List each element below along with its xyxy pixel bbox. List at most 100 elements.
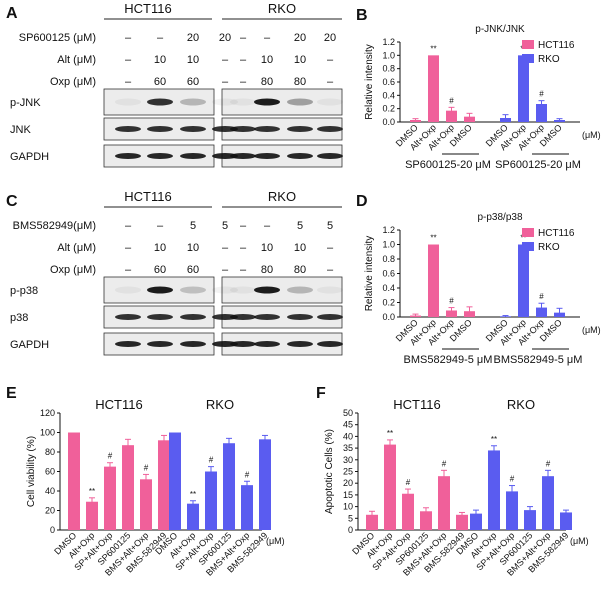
- chart-title: p-JNK/JNK: [475, 24, 525, 35]
- panel-letter-C: C: [6, 193, 18, 210]
- lane-value: 20: [324, 32, 336, 44]
- lane-value: 10: [154, 242, 166, 254]
- blot-band: [287, 126, 313, 132]
- unit-label: (μM): [582, 130, 601, 140]
- blot-band: [147, 153, 173, 159]
- y-tick-label: 15: [343, 490, 353, 500]
- panel-letter-F: F: [316, 385, 326, 402]
- y-tick-label: 1.0: [382, 240, 395, 250]
- blot-band: [147, 286, 173, 294]
- blot-band: [212, 341, 238, 347]
- blot-band: [230, 126, 256, 132]
- condition-label: Oxp (μM): [50, 76, 96, 88]
- lane-value: –: [222, 76, 229, 88]
- bar: [402, 493, 414, 530]
- legend-label: HCT116: [538, 228, 575, 239]
- bar: [428, 55, 439, 123]
- blot-band: [180, 126, 206, 132]
- cell-line-title: RKO: [268, 1, 296, 16]
- lane-value: –: [125, 264, 132, 276]
- bar: [187, 503, 199, 530]
- significance-mark: #: [209, 456, 214, 465]
- blot-band: [230, 286, 256, 294]
- lane-value: –: [240, 242, 247, 254]
- legend-swatch: [522, 40, 534, 49]
- significance-mark: #: [510, 475, 515, 484]
- legend-swatch: [522, 54, 534, 63]
- blot-label: p-p38: [10, 285, 38, 297]
- blot-band: [230, 98, 256, 106]
- unit-label: (μM): [266, 536, 285, 546]
- blot-band: [287, 153, 313, 159]
- lane-value: 10: [154, 54, 166, 66]
- panel-letter-D: D: [356, 193, 368, 210]
- lane-value: 10: [187, 242, 199, 254]
- lane-value: –: [327, 242, 334, 254]
- bar: [446, 110, 457, 122]
- y-axis-title: Cell viability (%): [26, 436, 37, 507]
- y-tick-label: 0.4: [382, 283, 395, 293]
- condition-label: SP600125 (μM): [19, 32, 96, 44]
- significance-mark: **: [430, 234, 436, 243]
- group-title: HCT116: [393, 397, 440, 412]
- y-tick-label: 0.8: [382, 64, 395, 74]
- cell-line-title: HCT116: [124, 1, 171, 16]
- lane-value: –: [327, 264, 334, 276]
- blot-band: [115, 286, 141, 294]
- y-tick-label: 45: [343, 420, 353, 430]
- lane-value: –: [264, 220, 271, 232]
- legend-label: HCT116: [538, 40, 575, 51]
- bar: [259, 439, 271, 530]
- cell-line-title: RKO: [268, 189, 296, 204]
- blot-band: [254, 286, 280, 294]
- blot-band: [317, 314, 343, 320]
- bar: [140, 479, 152, 530]
- bar: [205, 471, 217, 530]
- lane-value: 60: [154, 264, 166, 276]
- blot-band: [212, 153, 238, 159]
- blot-band: [212, 286, 238, 294]
- blot-band: [115, 314, 141, 320]
- y-tick-label: 0.6: [382, 269, 395, 279]
- y-tick-label: 0.0: [382, 117, 395, 127]
- y-tick-label: 20: [45, 506, 55, 516]
- lane-value: 80: [294, 76, 306, 88]
- blot-strip: [221, 88, 343, 116]
- blot-band: [212, 314, 238, 320]
- blot-band: [287, 341, 313, 347]
- treatment-label: BMS582949-5 μM: [404, 354, 493, 366]
- blot-band: [254, 341, 280, 347]
- bar: [158, 440, 170, 530]
- y-axis-title: Apoptotic Cells (%): [324, 429, 335, 514]
- bar: [456, 514, 468, 530]
- lane-value: 60: [154, 76, 166, 88]
- significance-mark: #: [108, 452, 113, 461]
- y-tick-label: 0.2: [382, 104, 395, 114]
- blot-band: [317, 286, 343, 294]
- lane-value: –: [240, 264, 247, 276]
- blot-band: [317, 341, 343, 347]
- bar: [169, 432, 181, 530]
- y-tick-label: 60: [45, 467, 55, 477]
- bar: [518, 244, 529, 317]
- y-tick-label: 10: [343, 502, 353, 512]
- blot-band: [147, 126, 173, 132]
- bar: [560, 512, 572, 530]
- blot-band: [115, 341, 141, 347]
- lane-value: –: [222, 54, 229, 66]
- y-tick-label: 0: [348, 525, 353, 535]
- bar: [536, 104, 547, 122]
- bar: [488, 450, 500, 530]
- bar: [122, 445, 134, 530]
- unit-label: (μM): [582, 325, 601, 335]
- legend-label: RKO: [538, 54, 560, 65]
- blot-label: p-JNK: [10, 97, 41, 109]
- bar: [542, 476, 554, 530]
- blot-band: [147, 314, 173, 320]
- significance-mark: #: [442, 459, 447, 468]
- y-tick-label: 35: [343, 443, 353, 453]
- blot-band: [115, 98, 141, 106]
- panel-letter-E: E: [6, 385, 17, 402]
- lane-value: 20: [294, 32, 306, 44]
- lane-value: –: [327, 54, 334, 66]
